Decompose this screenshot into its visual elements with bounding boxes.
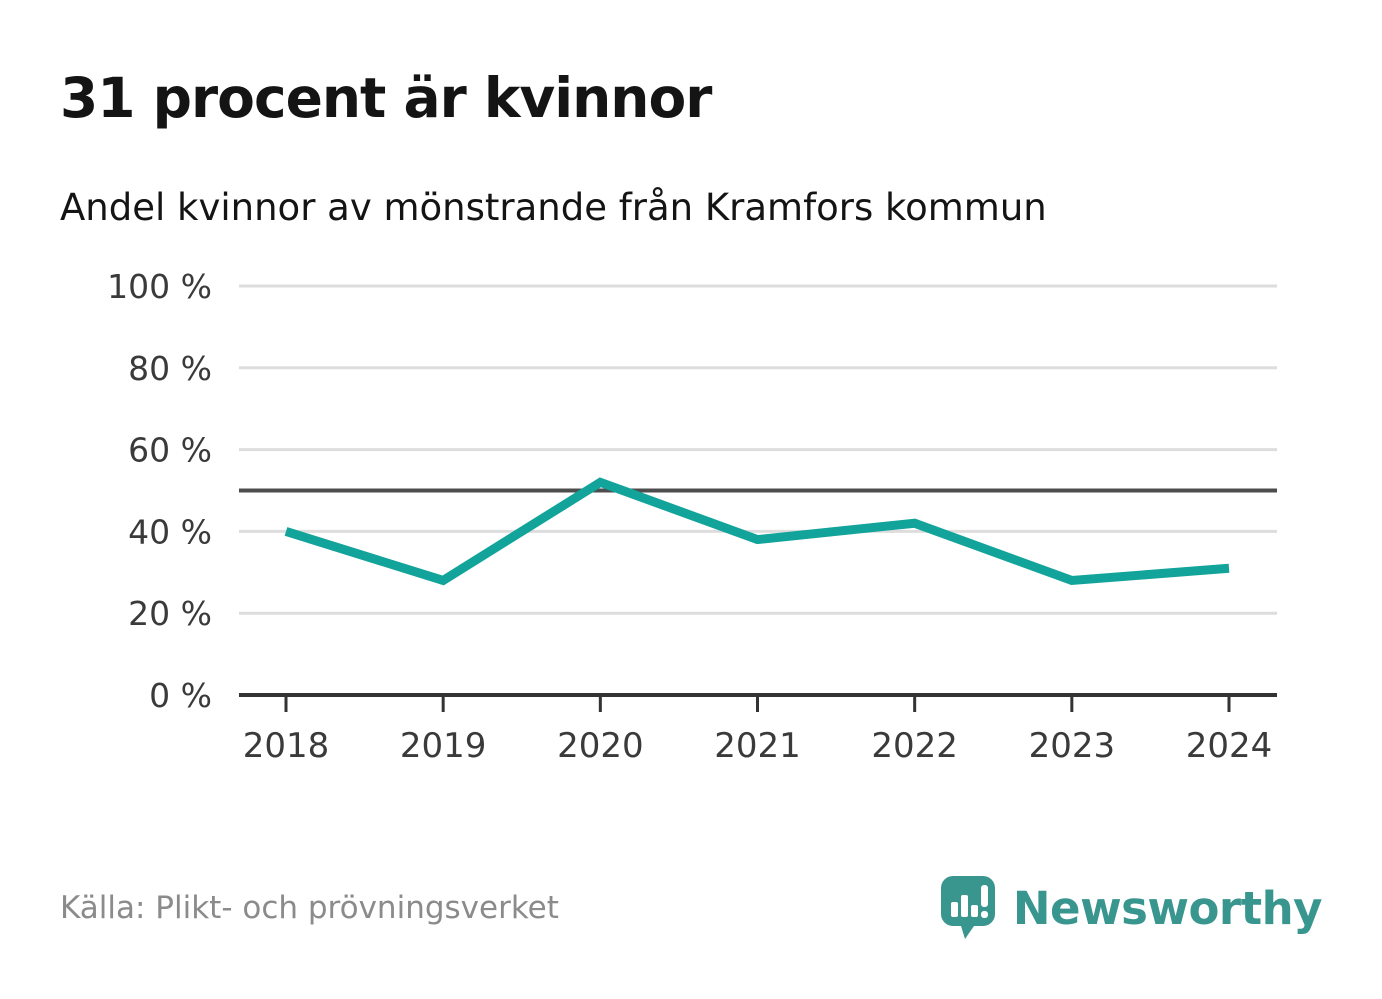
y-tick-label: 20 % xyxy=(128,594,212,633)
source-note: Källa: Plikt- och prövningsverket xyxy=(60,890,559,926)
y-tick-label: 60 % xyxy=(128,431,212,470)
brand-name: Newsworthy xyxy=(1012,881,1323,935)
y-tick-label: 100 % xyxy=(107,267,212,306)
y-tick-label: 80 % xyxy=(128,349,212,388)
y-tick-label: 40 % xyxy=(128,512,212,551)
x-tick-label: 2019 xyxy=(400,726,487,766)
data-line-andel-kvinnor xyxy=(284,477,1230,586)
chart-title: 31 procent är kvinnor xyxy=(60,66,712,130)
footer: Källa: Plikt- och prövningsverket Newswo… xyxy=(60,868,1323,948)
chart-subtitle: Andel kvinnor av mönstrande från Kramfor… xyxy=(60,186,1047,229)
x-tick-label: 2024 xyxy=(1186,726,1273,766)
x-tick-label: 2018 xyxy=(243,726,330,766)
y-tick-label: 0 % xyxy=(149,676,212,715)
x-tick-label: 2023 xyxy=(1029,726,1116,766)
brand-logo: Newsworthy xyxy=(939,874,1323,942)
x-tick-label: 2022 xyxy=(871,726,958,766)
newsworthy-speech-bubble-icon xyxy=(940,876,995,939)
x-tick-label: 2021 xyxy=(714,726,801,766)
x-tick-label: 2020 xyxy=(557,726,644,766)
